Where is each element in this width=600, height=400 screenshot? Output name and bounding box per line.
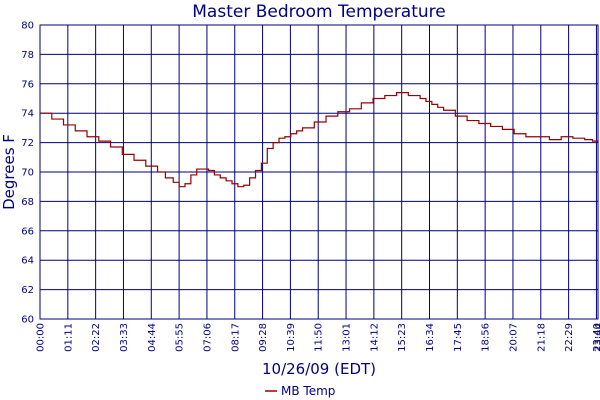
y-tick-label: 74 bbox=[21, 109, 34, 120]
chart-title: Master Bedroom Temperature bbox=[192, 2, 445, 22]
legend: MB Temp bbox=[265, 384, 335, 398]
x-tick-label: 09:28 bbox=[258, 323, 269, 352]
y-axis-title: Degrees F bbox=[0, 134, 18, 210]
x-tick-label: 05:55 bbox=[175, 323, 186, 352]
x-tick-label: 04:44 bbox=[147, 323, 158, 352]
legend-label-mb-temp: MB Temp bbox=[281, 384, 335, 398]
y-tick-label: 80 bbox=[21, 21, 34, 32]
x-tick-label: 14:12 bbox=[369, 323, 380, 352]
y-tick-label: 78 bbox=[21, 50, 34, 61]
x-tick-label: 11:50 bbox=[314, 323, 325, 352]
x-tick-label: 17:45 bbox=[453, 323, 464, 352]
x-tick-label: 07:06 bbox=[202, 323, 213, 352]
series-line-mb-temp bbox=[40, 92, 599, 188]
x-tick-labels: 00:00 01:11 02:22 03:33 04:44 05:55 07:06 08:17… bbox=[36, 323, 600, 352]
x-tick-label: 20:07 bbox=[508, 323, 519, 352]
y-tick-label: 62 bbox=[21, 285, 34, 296]
x-tick-label: 13:01 bbox=[342, 323, 353, 352]
x-tick-label: 10:39 bbox=[286, 323, 297, 352]
y-tick-label: 68 bbox=[21, 197, 34, 208]
y-tick-label: 66 bbox=[21, 226, 34, 237]
y-tick-label: 70 bbox=[21, 168, 34, 179]
x-tick-label: 16:34 bbox=[425, 323, 436, 352]
y-tick-label: 76 bbox=[21, 79, 34, 90]
y-tick-label: 64 bbox=[21, 256, 34, 267]
x-tick-label: 01:11 bbox=[63, 323, 74, 352]
x-tick-label: 00:00 bbox=[36, 323, 47, 352]
x-tick-label: 15:23 bbox=[397, 323, 408, 352]
y-tick-label: 72 bbox=[21, 138, 34, 149]
series-layer bbox=[40, 92, 599, 188]
x-tick-label: 23:40 bbox=[592, 323, 600, 352]
x-tick-label: 08:17 bbox=[230, 323, 241, 352]
x-tick-label: 03:33 bbox=[119, 323, 130, 352]
plot-frame bbox=[39, 24, 599, 320]
y-tick-label: 60 bbox=[21, 315, 34, 326]
x-tick-label: 02:22 bbox=[91, 323, 102, 352]
x-tick-label: 21:18 bbox=[536, 323, 547, 352]
x-tick-label: 23:44 bbox=[594, 323, 600, 352]
x-axis-title: 10/26/09 (EDT) bbox=[262, 360, 376, 378]
grid-layer bbox=[39, 24, 599, 320]
x-tick-label: 22:29 bbox=[564, 323, 575, 352]
x-tick-label: 18:56 bbox=[481, 323, 492, 352]
y-tick-labels: 60 62 64 66 68 70 72 74 76 78 80 bbox=[21, 21, 34, 326]
